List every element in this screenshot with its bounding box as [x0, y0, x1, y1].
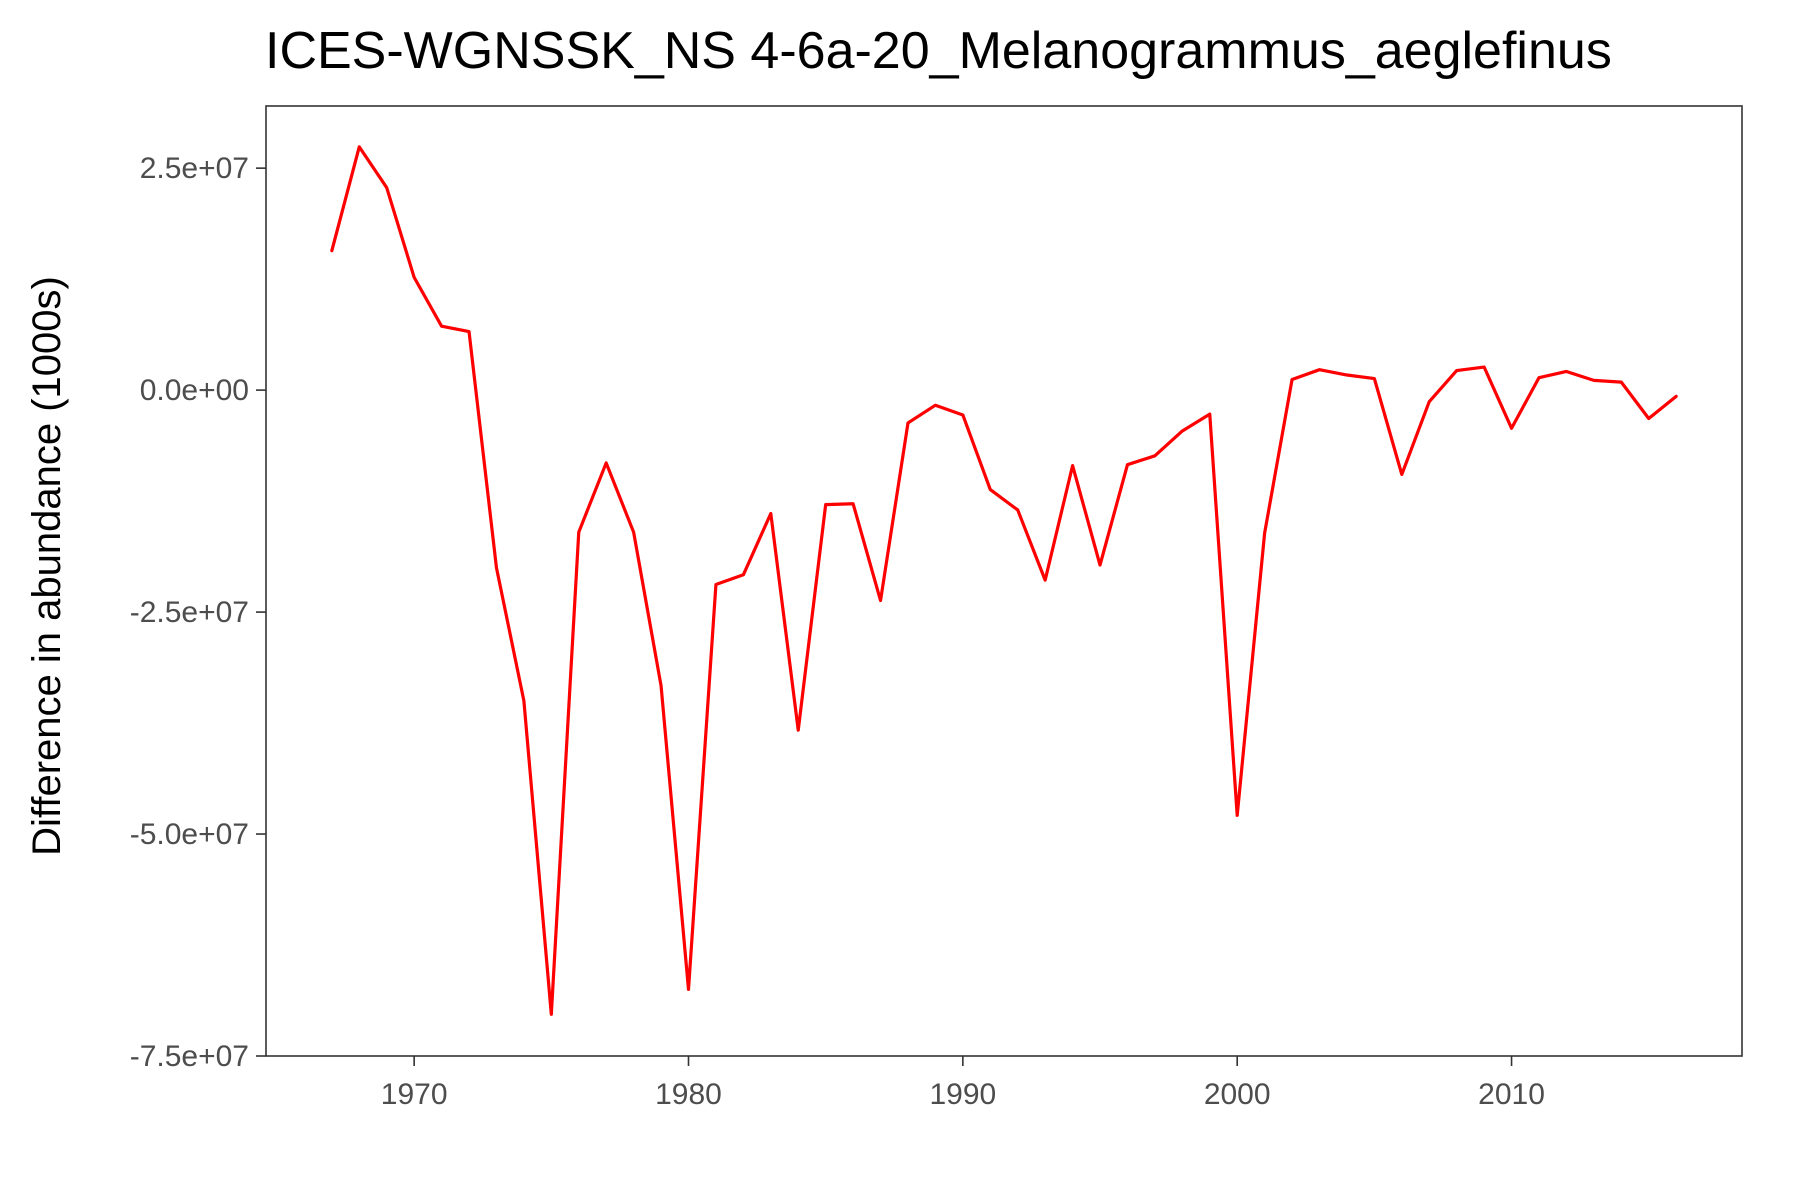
- y-tick-label: 0.0e+00: [140, 374, 249, 407]
- series-line: [330, 145, 1678, 1016]
- x-tick-label: 2010: [1478, 1078, 1545, 1111]
- y-tick-label: -7.5e+07: [130, 1040, 249, 1073]
- y-tick-label: -2.5e+07: [130, 596, 249, 629]
- y-tick-label: 2.5e+07: [140, 152, 249, 185]
- chart-title: ICES-WGNSSK_NS 4-6a-20_Melanogrammus_aeg…: [265, 22, 1612, 80]
- x-axis: 1970 1980 1990 2000 2010: [381, 1056, 1545, 1111]
- y-tick-label: -5.0e+07: [130, 818, 249, 851]
- x-tick-label: 1970: [381, 1078, 448, 1111]
- x-tick-label: 2000: [1204, 1078, 1271, 1111]
- y-axis-label: Difference in abundance (1000s): [25, 276, 69, 856]
- x-tick-label: 1980: [655, 1078, 722, 1111]
- x-tick-label: 1990: [929, 1078, 996, 1111]
- y-axis: 2.5e+07 0.0e+00 -2.5e+07 -5.0e+07 -7.5e+07: [130, 152, 266, 1073]
- plot-panel: [265, 105, 1743, 1057]
